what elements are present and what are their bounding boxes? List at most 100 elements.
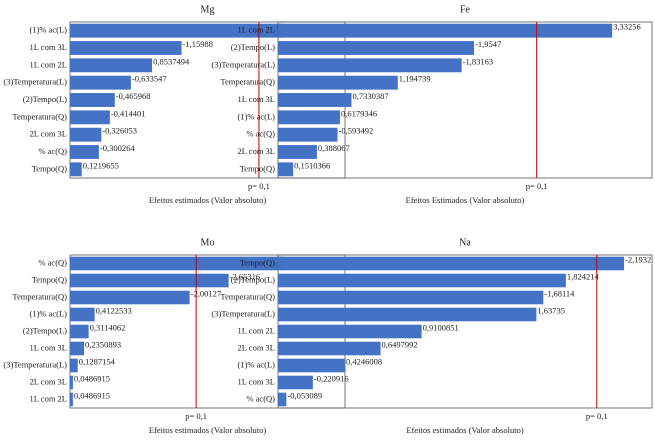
chart-title: Mg: [201, 4, 215, 15]
value-label: 0,6497992: [382, 339, 418, 349]
bar: [278, 41, 474, 55]
bar: [278, 23, 613, 38]
bar: [278, 93, 352, 107]
value-label: 0,1219655: [83, 160, 119, 170]
value-label: -0,300264: [100, 143, 135, 153]
value-label: -2,00127: [191, 288, 221, 298]
bar: [70, 375, 73, 390]
category-label: Tempo(Q): [32, 163, 67, 173]
bar: [70, 324, 89, 339]
bar: [278, 273, 566, 288]
category-label: Tempo(Q): [240, 163, 275, 173]
bar: [278, 162, 294, 177]
category-label: Tempo(Q): [32, 274, 67, 284]
value-label: 0,7330387: [353, 91, 389, 101]
bar: [278, 375, 313, 390]
chart-title: Fe: [460, 4, 471, 15]
category-label: 1L com 2L: [30, 393, 67, 403]
category-label: % ac(Q): [246, 129, 275, 139]
bar: [70, 23, 283, 38]
bar: [278, 307, 537, 322]
category-label: (1)% ac(L): [237, 111, 275, 121]
bar: [278, 110, 340, 125]
x-axis-label: Efeitos Estimados (Valor absoluto): [406, 195, 525, 205]
category-label: (2)Tempo(L): [23, 325, 67, 335]
value-label: -0,053089: [287, 390, 322, 400]
category-label: (3)Temperatura(L): [211, 59, 275, 69]
category-label: Temperatura(Q): [220, 291, 275, 301]
category-label: 1L com 2L: [238, 325, 275, 335]
chart-title: Mo: [201, 237, 215, 248]
category-label: % ac(Q): [246, 393, 275, 403]
category-label: (2)Tempo(L): [231, 42, 275, 52]
category-label: 2L com 3L: [30, 129, 67, 139]
bar: [278, 290, 544, 305]
value-label: 1,824214: [567, 271, 600, 281]
bar: [70, 290, 190, 305]
category-label: (3)Temperatura(L): [211, 308, 275, 318]
bar: [70, 273, 229, 288]
bar: [278, 75, 398, 90]
value-label: -0,633547: [132, 74, 167, 84]
value-label: -2,1932: [625, 254, 651, 264]
bar: [70, 307, 95, 322]
value-label: 0,388067: [318, 143, 350, 153]
category-label: 2L com 3L: [238, 342, 275, 352]
value-label: 1,63735: [537, 305, 565, 315]
category-label: 1L com 3L: [238, 94, 275, 104]
category-label: (1)% ac(L): [237, 359, 275, 369]
category-label: % ac(Q): [38, 257, 67, 267]
value-label: -0,414401: [111, 108, 146, 118]
value-label: -0,220916: [314, 373, 349, 383]
value-label: -0,593492: [339, 126, 374, 136]
category-label: 1L com 3L: [238, 376, 275, 386]
bar: [278, 127, 338, 142]
bar: [70, 358, 78, 373]
category-label: % ac(Q): [38, 146, 67, 156]
category-label: (2)Tempo(L): [23, 94, 67, 104]
bar: [70, 127, 102, 142]
value-label: 1,194739: [399, 74, 431, 84]
category-label: (3)Temperatura(L): [3, 77, 67, 87]
x-axis-label: Efeitos estimados (Valor absoluto): [149, 425, 266, 435]
value-label: 0,3114062: [90, 322, 126, 332]
category-label: Temperatura(Q): [220, 77, 275, 87]
category-label: (1)% ac(L): [29, 25, 67, 35]
bar: [70, 145, 99, 159]
value-label: -1,83163: [463, 56, 493, 66]
category-label: 2L com 3L: [30, 376, 67, 386]
value-label: 0,1510366: [294, 160, 330, 170]
bar: [70, 256, 285, 271]
bar: [278, 324, 422, 339]
value-label: 0,8537494: [153, 56, 190, 66]
category-label: Temperatura(Q): [12, 111, 67, 121]
reference-label: p= 0,1: [526, 181, 548, 191]
value-label: 0,0486915: [74, 390, 110, 400]
value-label: 3,33256: [613, 22, 641, 32]
value-label: 0,4122533: [96, 305, 132, 315]
value-label: -0,465968: [116, 91, 151, 101]
category-label: Tempo(Q): [240, 257, 275, 267]
bar: [278, 341, 381, 356]
bar: [278, 58, 462, 73]
value-label: 0,0486915: [74, 373, 110, 383]
category-label: 1L com 2L: [30, 59, 67, 69]
value-label: 0,9100851: [423, 322, 459, 332]
bar: [70, 110, 110, 125]
category-label: 1L com 2L: [238, 25, 275, 35]
bar: [70, 93, 115, 107]
bar: [70, 41, 182, 55]
bar: [70, 162, 82, 177]
value-label: -1,15988: [183, 39, 213, 49]
bar: [70, 341, 85, 356]
reference-label: p= 0,1: [248, 181, 270, 191]
value-label: -2,65316: [230, 271, 260, 281]
value-label: -1,9547: [475, 39, 501, 49]
value-label: 0,2350893: [85, 339, 121, 349]
reference-label: p= 0,1: [586, 411, 608, 421]
value-label: 0,6179346: [341, 108, 377, 118]
bar: [278, 256, 625, 271]
bar: [70, 392, 73, 407]
category-label: (3)Temperatura(L): [3, 359, 67, 369]
